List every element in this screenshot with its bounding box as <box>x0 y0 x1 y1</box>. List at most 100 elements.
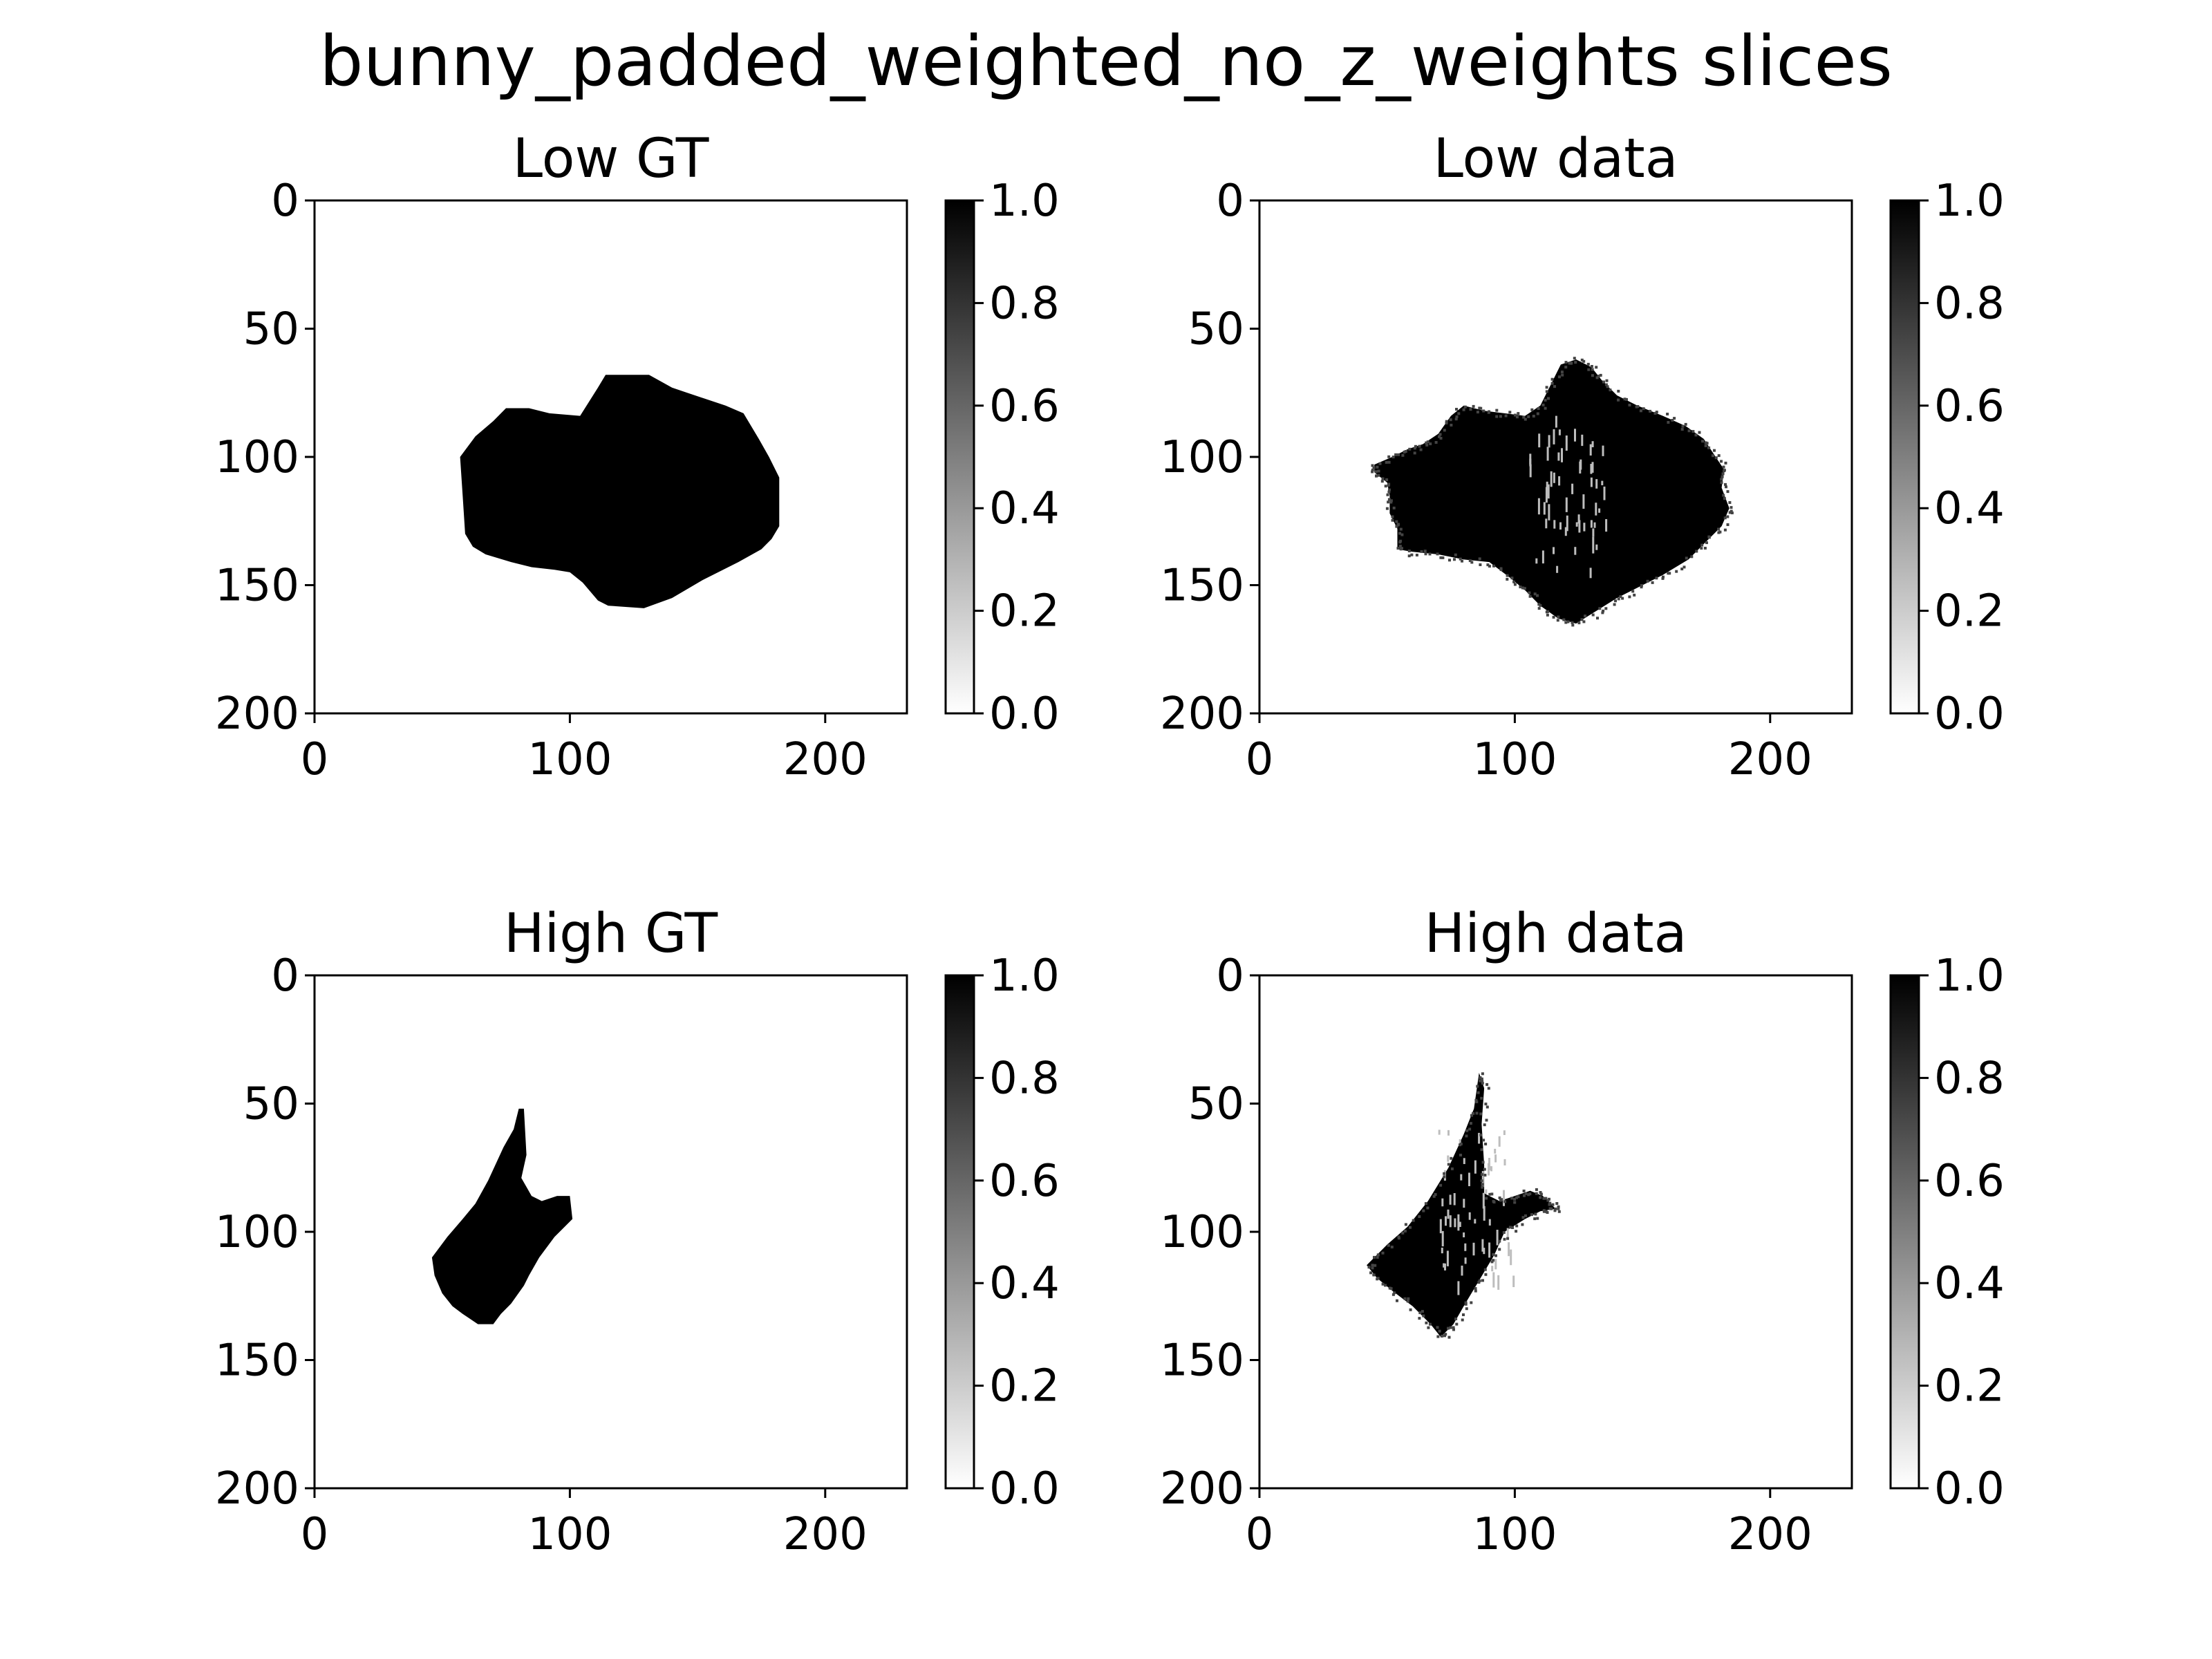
colorbar: 0.0 0.2 0.4 0.6 0.8 1.0 <box>1889 950 2005 1515</box>
texture-streak <box>1459 1139 1461 1144</box>
texture-speckle <box>1655 411 1658 414</box>
texture-speckle <box>1681 424 1685 428</box>
texture-speckle <box>1595 376 1599 379</box>
texture-speckle <box>1490 1192 1494 1196</box>
texture-speckle <box>1722 494 1725 497</box>
texture-speckle <box>1552 615 1555 619</box>
texture-speckle <box>1511 1226 1515 1229</box>
texture-speckle <box>1401 453 1405 457</box>
texture-speckle <box>1553 385 1556 388</box>
texture-speckle <box>1503 1200 1507 1203</box>
texture-speckle <box>1707 446 1711 449</box>
texture-speckle <box>1550 1207 1553 1210</box>
texture-speckle <box>1438 435 1441 438</box>
texture-speckle <box>1483 1168 1486 1171</box>
texture-speckle <box>1464 1302 1468 1306</box>
texture-speckle <box>1723 516 1727 520</box>
texture-speckle <box>1472 1112 1475 1115</box>
texture-speckle <box>1717 531 1721 534</box>
texture-speckle <box>1726 523 1730 526</box>
texture-speckle <box>1680 428 1684 431</box>
texture-streak <box>1557 452 1560 461</box>
texture-speckle <box>1376 1277 1380 1280</box>
texture-streak <box>1577 514 1580 524</box>
texture-speckle <box>1385 478 1389 481</box>
texture-speckle <box>1580 358 1584 362</box>
texture-streak <box>1595 544 1598 550</box>
texture-streak <box>1545 487 1548 503</box>
texture-streak <box>1583 523 1586 532</box>
colorbar-gradient <box>946 200 974 713</box>
texture-speckle <box>1522 415 1526 419</box>
x-tick-label: 0 <box>301 734 329 785</box>
texture-speckle <box>1595 366 1598 369</box>
texture-speckle <box>1464 1301 1468 1304</box>
texture-streak <box>1503 1159 1506 1165</box>
texture-speckle <box>1376 465 1379 469</box>
texture-speckle <box>1649 409 1652 413</box>
texture-streak <box>1464 1243 1467 1251</box>
colorbar-tick-label: 0.0 <box>989 688 1060 740</box>
texture-speckle <box>1404 1223 1407 1226</box>
texture-speckle <box>1536 1217 1539 1220</box>
texture-speckle <box>1495 409 1499 412</box>
y-tick-label: 100 <box>215 432 299 483</box>
texture-streak <box>1472 1242 1475 1256</box>
texture-speckle <box>1407 554 1411 558</box>
texture-streak <box>1589 444 1592 456</box>
texture-speckle <box>1492 564 1495 568</box>
texture-speckle <box>1571 624 1575 627</box>
texture-streak <box>1441 1247 1443 1254</box>
texture-streak <box>1498 1136 1501 1147</box>
texture-speckle <box>1498 1248 1501 1251</box>
texture-speckle <box>1721 475 1724 478</box>
texture-speckle <box>1395 520 1398 523</box>
texture-speckle <box>1712 454 1714 458</box>
texture-streak <box>1485 1189 1488 1194</box>
texture-speckle <box>1387 1244 1390 1247</box>
texture-speckle <box>1536 412 1539 415</box>
heatmap-field <box>315 975 907 1488</box>
texture-speckle <box>1506 574 1509 577</box>
texture-speckle <box>1498 1239 1501 1243</box>
texture-speckle <box>1528 1192 1532 1196</box>
texture-speckle <box>1667 421 1670 424</box>
colorbar-gradient <box>946 975 974 1488</box>
texture-speckle <box>1474 1098 1478 1102</box>
texture-speckle <box>1555 1202 1559 1205</box>
texture-speckle <box>1642 407 1645 411</box>
texture-speckle <box>1387 498 1391 501</box>
texture-speckle <box>1687 429 1691 433</box>
texture-speckle <box>1591 613 1595 617</box>
texture-speckle <box>1628 404 1631 406</box>
texture-speckle <box>1482 1138 1485 1142</box>
texture-streak <box>1510 1249 1512 1266</box>
texture-speckle <box>1527 1193 1530 1197</box>
texture-speckle <box>1479 1134 1483 1136</box>
texture-speckle <box>1454 553 1457 556</box>
texture-streak <box>1592 528 1595 537</box>
slice-region <box>1374 359 1730 624</box>
texture-speckle <box>1639 409 1642 413</box>
texture-speckle <box>1582 359 1586 363</box>
texture-speckle <box>1484 1103 1488 1106</box>
texture-speckle <box>1409 1226 1412 1229</box>
texture-speckle <box>1387 460 1391 464</box>
texture-speckle <box>1666 413 1669 415</box>
texture-speckle <box>1484 1273 1488 1276</box>
texture-speckle <box>1601 611 1604 615</box>
texture-speckle <box>1418 1215 1421 1218</box>
texture-streak <box>1538 433 1541 448</box>
texture-speckle <box>1481 1279 1484 1282</box>
texture-speckle <box>1684 422 1687 426</box>
texture-speckle <box>1661 577 1665 580</box>
texture-speckle <box>1443 1334 1446 1338</box>
texture-speckle <box>1662 575 1665 579</box>
texture-speckle <box>1367 1266 1371 1269</box>
x-tick-label: 100 <box>1472 734 1557 785</box>
texture-streak <box>1578 520 1581 533</box>
texture-speckle <box>1513 413 1517 417</box>
texture-speckle <box>1459 1154 1462 1156</box>
texture-speckle <box>1500 1198 1503 1201</box>
texture-speckle <box>1713 449 1716 452</box>
